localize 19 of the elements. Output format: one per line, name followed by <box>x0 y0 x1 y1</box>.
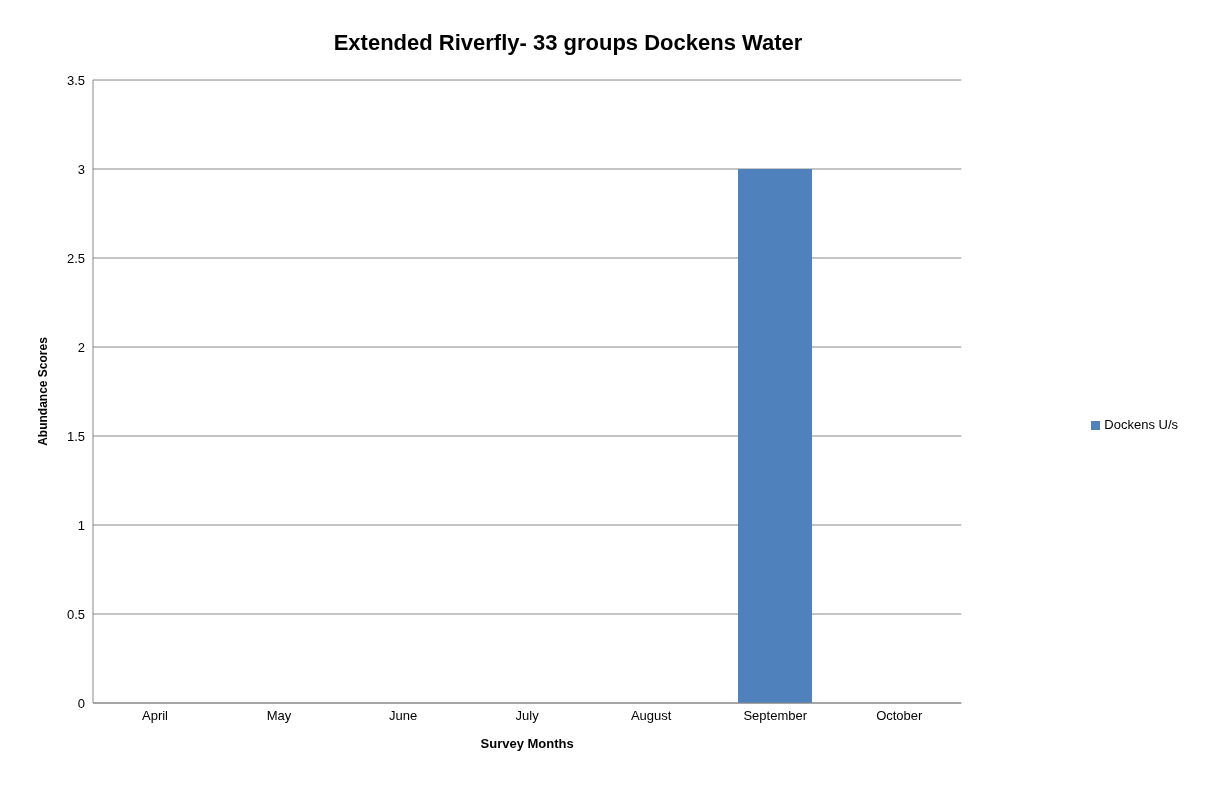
y-tick-label: 1 <box>77 517 85 533</box>
y-tick-label: 2.5 <box>66 250 85 266</box>
legend-label: Dockens U/s <box>1104 416 1178 432</box>
x-tick-label: May <box>266 708 292 724</box>
x-tick-label: April <box>142 708 169 724</box>
y-tick-label: 3 <box>77 161 85 177</box>
y-axis-title: Abundance Scores <box>36 336 51 446</box>
y-tick-label: 0.5 <box>66 606 85 622</box>
x-tick-label: October <box>876 708 924 724</box>
x-tick-label: June <box>389 708 418 724</box>
x-tick-label: August <box>630 708 672 724</box>
y-tick-label: 1.5 <box>66 428 85 444</box>
y-tick-label: 0 <box>77 695 85 711</box>
x-tick-label: July <box>515 708 540 724</box>
x-axis-title: Survey Months <box>480 736 574 751</box>
x-tick-label: September <box>743 708 808 724</box>
y-tick-label: 2 <box>77 339 85 355</box>
chart-title: Extended Riverfly- 33 groups Dockens Water <box>332 29 804 57</box>
y-tick-label: 3.5 <box>66 72 85 88</box>
